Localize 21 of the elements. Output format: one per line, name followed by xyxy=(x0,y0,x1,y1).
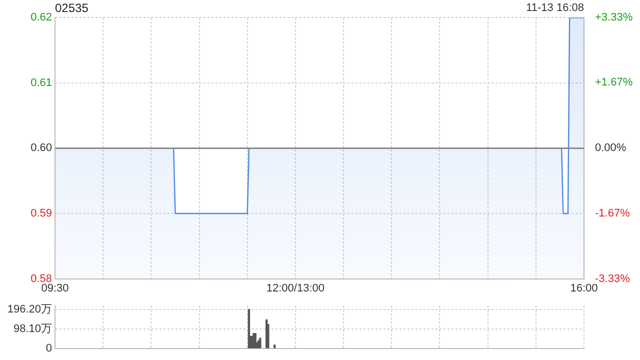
chart-title: 02535 xyxy=(55,1,88,15)
y-tick-label: 0.60 xyxy=(30,142,52,154)
y-tick-label: 0 xyxy=(46,342,52,354)
y2-tick-label: +3.33% xyxy=(595,12,633,24)
bar xyxy=(259,338,262,348)
y-tick-label: 98.10万 xyxy=(13,322,52,335)
y-tick-label: 0.61 xyxy=(30,76,52,89)
y-tick-label: 0.59 xyxy=(30,208,52,220)
y2-tick-label: -1.67% xyxy=(595,208,630,220)
bar xyxy=(267,324,270,348)
x-tick-label: 12:00/13:00 xyxy=(266,282,325,294)
y-tick-label: 0.58 xyxy=(30,272,52,285)
y-tick-label: 196.20万 xyxy=(7,303,52,316)
y2-tick-label: 0.00% xyxy=(595,142,626,154)
x-tick-label: 09:30 xyxy=(41,282,69,294)
x-tick-label: 16:00 xyxy=(570,282,598,294)
y2-tick-label: +1.67% xyxy=(595,76,633,89)
y-tick-label: 0.62 xyxy=(30,12,52,24)
bar xyxy=(274,344,276,348)
y2-tick-label: -3.33% xyxy=(595,272,630,285)
text: 11-13 16:08 xyxy=(526,2,584,14)
